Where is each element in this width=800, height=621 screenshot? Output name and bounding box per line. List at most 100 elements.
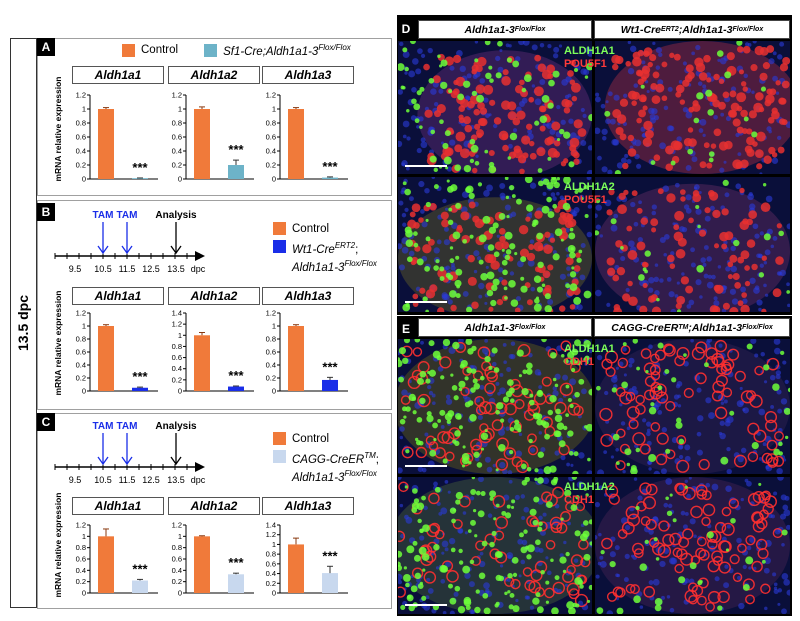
nucleus	[760, 351, 765, 357]
green-signal	[707, 109, 714, 116]
green-signal	[504, 254, 511, 261]
gene-title-box: Aldh1a3	[262, 66, 354, 84]
red-cell	[729, 254, 738, 263]
green-signal	[461, 464, 466, 468]
nucleus	[676, 381, 683, 387]
nucleus	[696, 431, 702, 437]
red-cell	[710, 143, 717, 149]
green-signal	[455, 293, 461, 299]
nucleus	[678, 445, 683, 450]
green-signal	[633, 595, 641, 604]
nucleus	[685, 146, 689, 151]
nucleus	[469, 609, 475, 614]
red-cell	[533, 86, 544, 97]
green-signal	[464, 376, 469, 381]
red-cell	[471, 68, 477, 75]
nucleus	[787, 303, 790, 308]
nucleus	[752, 41, 757, 44]
red-cell	[625, 60, 631, 67]
nucleus	[521, 516, 526, 520]
green-signal	[450, 184, 458, 192]
y-tick-label: 0.2	[76, 161, 86, 170]
green-signal	[474, 58, 479, 63]
green-signal	[443, 156, 452, 165]
green-signal	[585, 423, 592, 432]
red-cell	[640, 96, 647, 103]
gene-title-box: Aldh1a2	[168, 66, 260, 84]
green-signal	[554, 414, 563, 423]
green-signal	[543, 466, 552, 474]
red-cell	[752, 490, 765, 504]
red-cell	[714, 284, 724, 294]
legend-swatch-control	[273, 432, 286, 445]
green-signal	[469, 559, 475, 565]
red-cell	[452, 54, 462, 64]
tam-arrowhead	[97, 245, 109, 255]
nucleus	[564, 583, 568, 587]
green-signal	[678, 438, 685, 445]
green-signal	[559, 128, 565, 135]
red-cell	[752, 511, 764, 524]
green-signal	[501, 259, 508, 266]
green-signal	[697, 580, 703, 586]
red-cell	[669, 263, 676, 269]
nucleus	[402, 222, 407, 227]
nucleus	[691, 485, 697, 492]
red-cell	[527, 445, 539, 456]
green-signal	[535, 592, 541, 598]
green-signal	[526, 544, 535, 553]
green-signal	[542, 178, 550, 186]
green-signal	[529, 393, 534, 398]
green-signal	[548, 79, 555, 87]
green-signal	[416, 90, 422, 96]
red-cell	[734, 282, 742, 289]
green-signal	[498, 444, 506, 452]
nucleus	[550, 192, 556, 197]
nucleus	[398, 243, 403, 250]
stain-aldh1a2: ALDH1A2	[564, 181, 615, 193]
nucleus	[520, 494, 526, 499]
red-cell	[676, 346, 690, 360]
y-tick-label: 1.2	[266, 309, 276, 318]
red-cell	[472, 370, 484, 381]
green-signal	[547, 211, 555, 218]
red-cell	[525, 216, 531, 222]
green-signal	[404, 485, 408, 489]
red-cell	[411, 256, 419, 265]
nucleus	[684, 578, 690, 584]
nucleus	[416, 577, 421, 583]
red-cell	[782, 56, 790, 65]
green-signal	[565, 384, 570, 389]
green-signal	[479, 375, 485, 381]
analysis-arrowhead	[170, 245, 182, 255]
nucleus	[405, 516, 413, 524]
green-signal	[457, 605, 466, 614]
nucleus	[503, 360, 507, 364]
red-cell	[570, 59, 576, 66]
red-cell	[411, 203, 421, 213]
stain-pou5f1: POU5F1	[564, 58, 607, 70]
micrograph-texture	[398, 339, 592, 474]
green-signal	[523, 529, 528, 534]
nucleus	[597, 561, 602, 566]
micrograph-d-mutant-aldh1a2	[595, 177, 790, 312]
red-cell	[621, 521, 635, 535]
nucleus	[599, 560, 607, 568]
red-cell	[736, 46, 744, 53]
legend-wt1-line1: Wt1-Cre	[292, 243, 335, 256]
nucleus	[730, 245, 736, 252]
nucleus	[690, 262, 696, 268]
green-signal	[502, 396, 509, 403]
nucleus	[492, 463, 496, 468]
green-signal	[478, 572, 486, 580]
nucleus	[436, 501, 441, 506]
green-signal	[534, 298, 540, 304]
nucleus	[473, 269, 478, 274]
green-signal	[783, 407, 790, 415]
red-cell	[516, 110, 526, 120]
stain-cdh1: CDH1	[564, 494, 594, 506]
nucleus	[666, 277, 672, 282]
red-cell	[434, 110, 442, 118]
red-cell	[676, 548, 688, 560]
nucleus	[780, 398, 788, 405]
